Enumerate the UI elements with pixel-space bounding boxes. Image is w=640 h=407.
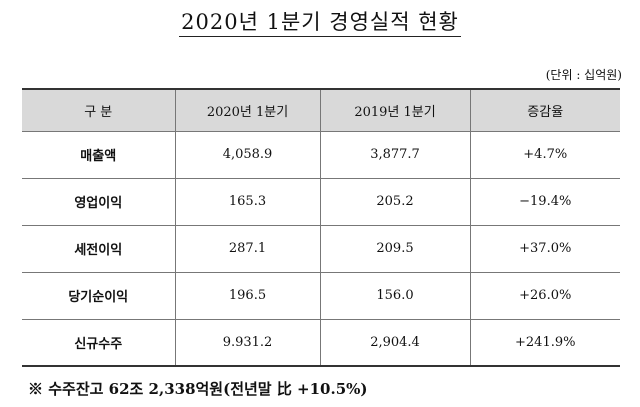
cell: 205.2 — [319, 178, 471, 226]
table-body: 매출액 4,058.9 3,877.7 +4.7% 영업이익 165.3 205.2 −19.… — [22, 131, 620, 367]
column-header: 구 분 — [22, 89, 176, 132]
cell: −19.4% — [469, 178, 620, 226]
cell: +26.0% — [469, 272, 620, 320]
table-row: 신규수주 9.931.2 2,904.4 +241.9% — [22, 319, 620, 367]
header-row: 구 분 2020년 1분기 2019년 1분기 증감율 — [22, 89, 620, 132]
table-head: 구 분 2020년 1분기 2019년 1분기 증감율 — [22, 89, 620, 132]
cell: 4,058.9 — [174, 131, 321, 179]
cell: +241.9% — [469, 319, 620, 367]
table-row: 세전이익 287.1 209.5 +37.0% — [22, 225, 620, 273]
cell: +4.7% — [469, 131, 620, 179]
table-row: 영업이익 165.3 205.2 −19.4% — [22, 178, 620, 226]
column-header: 2019년 1분기 — [319, 89, 471, 132]
results-table: 구 분 2020년 1분기 2019년 1분기 증감율 매출액 4,058.9 3,877… — [22, 88, 620, 367]
row-label: 영업이익 — [22, 178, 176, 226]
row-label: 세전이익 — [22, 225, 176, 273]
cell: 2,904.4 — [319, 319, 471, 367]
column-header: 증감율 — [469, 89, 620, 132]
cell: 165.3 — [174, 178, 321, 226]
cell: 209.5 — [319, 225, 471, 273]
cell: +37.0% — [469, 225, 620, 273]
title: 2020년 1분기 경영실적 현황 — [179, 10, 461, 37]
title-box: 2020년 1분기 경영실적 현황 — [0, 6, 640, 37]
cell: 9.931.2 — [174, 319, 321, 367]
footnote: ※ 수주잔고 62조 2,338억원(전년말 比 +10.5%) — [28, 380, 368, 398]
row-label: 신규수주 — [22, 319, 176, 367]
table-row: 매출액 4,058.9 3,877.7 +4.7% — [22, 131, 620, 179]
table-row: 당기순이익 196.5 156.0 +26.0% — [22, 272, 620, 320]
column-header: 2020년 1분기 — [174, 89, 321, 132]
cell: 3,877.7 — [319, 131, 471, 179]
row-label: 당기순이익 — [22, 272, 176, 320]
row-label: 매출액 — [22, 131, 176, 179]
cell: 196.5 — [174, 272, 321, 320]
cell: 156.0 — [319, 272, 471, 320]
cell: 287.1 — [174, 225, 321, 273]
unit-note: (단위 : 십억원) — [545, 68, 622, 82]
